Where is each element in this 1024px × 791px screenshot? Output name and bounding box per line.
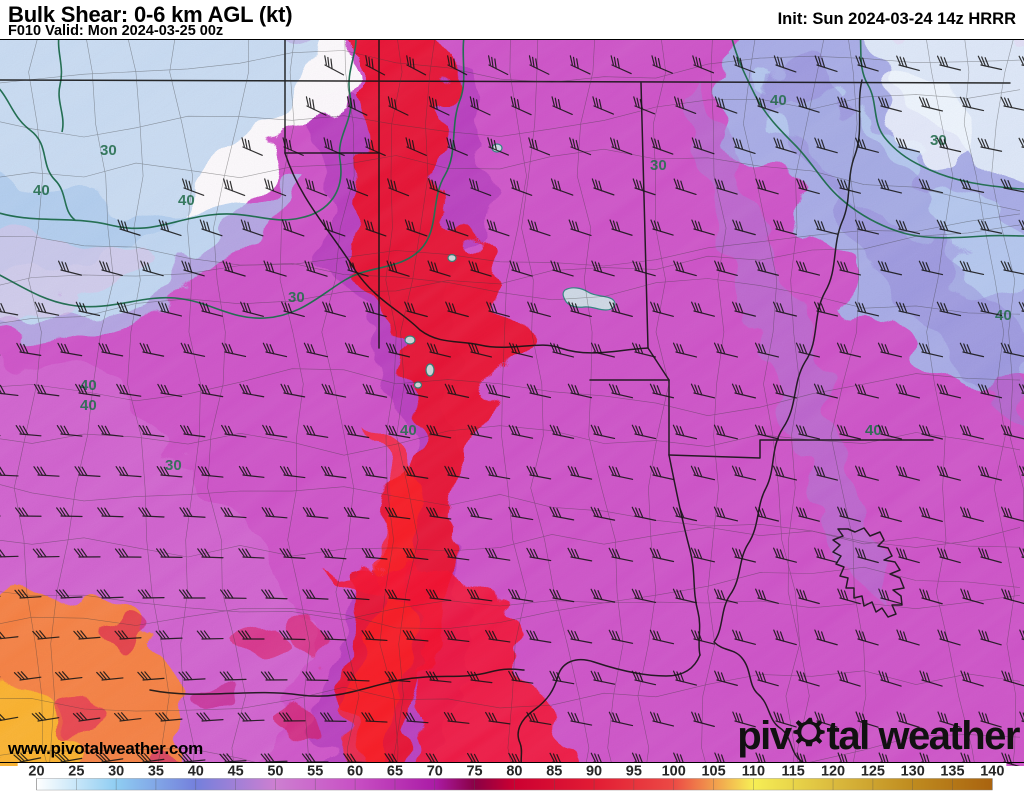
svg-text:130: 130 [901,764,925,780]
svg-text:95: 95 [626,764,642,780]
svg-text:90: 90 [586,764,602,780]
svg-text:40: 40 [188,764,204,780]
svg-text:125: 125 [861,764,885,780]
svg-text:110: 110 [742,764,765,780]
svg-text:35: 35 [148,764,164,780]
svg-text:80: 80 [506,764,522,780]
svg-text:70: 70 [427,764,443,780]
svg-text:30: 30 [108,764,124,780]
svg-text:85: 85 [546,764,562,780]
svg-text:65: 65 [387,764,403,780]
svg-text:105: 105 [702,764,726,780]
svg-text:120: 120 [821,764,845,780]
svg-text:115: 115 [781,764,804,780]
svg-text:60: 60 [347,764,363,780]
svg-text:100: 100 [662,764,686,780]
svg-text:135: 135 [940,764,964,780]
svg-text:140: 140 [980,764,1004,780]
svg-text:25: 25 [68,764,84,780]
svg-text:50: 50 [267,764,283,780]
svg-text:20: 20 [28,764,44,780]
svg-text:75: 75 [466,764,482,780]
svg-text:45: 45 [228,764,244,780]
svg-text:55: 55 [307,764,323,780]
